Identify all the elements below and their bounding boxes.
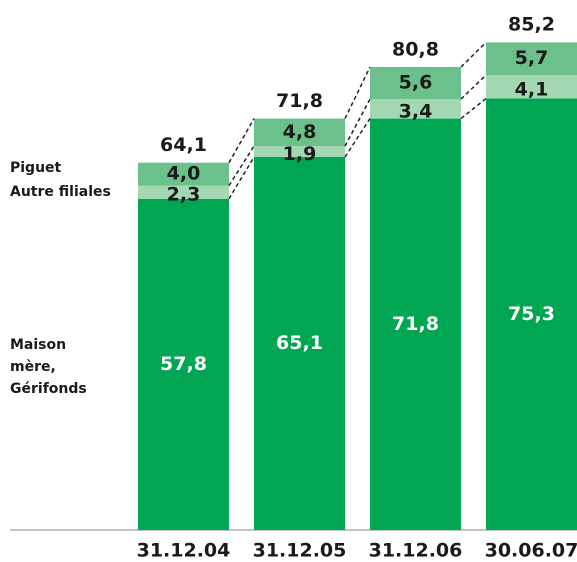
total-label: 64,1 [160, 134, 207, 156]
value-label: 3,4 [399, 100, 433, 122]
value-label: 5,6 [399, 72, 433, 94]
bar-segment [486, 75, 577, 99]
connector [228, 118, 255, 164]
value-label: 2,3 [167, 184, 201, 206]
bar-segment [486, 98, 577, 530]
connector [344, 66, 371, 119]
x-tick-label: 31.12.04 [137, 540, 231, 562]
connector [344, 118, 371, 158]
connector [460, 74, 487, 100]
connector [228, 156, 255, 200]
connector [460, 41, 487, 68]
bar-segment [138, 198, 229, 530]
x-tick-label: 31.12.06 [369, 540, 463, 562]
connector [460, 97, 487, 120]
value-label: 5,7 [515, 47, 549, 69]
value-label: 4,0 [167, 163, 201, 185]
total-label: 80,8 [392, 39, 439, 61]
x-tick-label: 31.12.05 [253, 540, 347, 562]
connector [344, 98, 371, 147]
legend-label: Maison mère, Gérifonds [10, 337, 87, 397]
bar-segment [486, 42, 577, 76]
value-label: 71,8 [392, 313, 439, 335]
value-label: 1,9 [283, 143, 317, 165]
legend-label: Autre filiales [10, 184, 111, 200]
bar-segment [138, 185, 229, 199]
value-label: 4,1 [515, 78, 549, 100]
bar-segment [370, 67, 461, 100]
value-label: 75,3 [508, 303, 555, 325]
bar-segment [254, 146, 345, 157]
x-tick-label: 30.06.07 [485, 540, 577, 562]
bar-segment [370, 118, 461, 530]
connector [228, 145, 255, 187]
total-label: 71,8 [276, 90, 323, 112]
value-label: 57,8 [160, 353, 207, 375]
bar-segment [254, 118, 345, 147]
value-label: 4,8 [283, 121, 317, 143]
total-label: 85,2 [508, 13, 555, 35]
bar-segment [370, 99, 461, 119]
value-label: 65,1 [276, 332, 323, 354]
bar-segment [138, 162, 229, 186]
bar-segment [254, 156, 345, 531]
legend-label: Piguet [10, 160, 62, 176]
